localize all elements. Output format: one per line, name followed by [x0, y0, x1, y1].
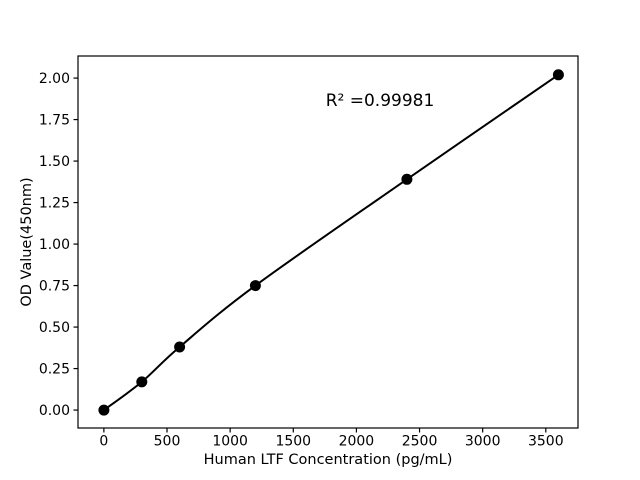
x-tick-label: 3500	[528, 434, 564, 450]
x-tick-label: 2000	[339, 434, 375, 450]
x-tick-label: 1500	[275, 434, 311, 450]
data-point-marker	[136, 376, 148, 388]
x-tick-label: 3000	[465, 434, 501, 450]
data-point-marker	[174, 341, 186, 353]
y-axis-label: OD Value(450nm)	[19, 177, 35, 307]
x-tick-label: 2500	[402, 434, 438, 450]
data-point-marker	[249, 280, 261, 292]
data-point-marker	[401, 173, 413, 185]
x-tick-label: 1000	[212, 434, 248, 450]
y-tick-label: 0.00	[39, 403, 70, 419]
y-tick-label: 0.50	[39, 320, 70, 336]
y-tick-label: 1.25	[39, 196, 70, 212]
r-squared-annotation: R² =0.99981	[325, 91, 435, 111]
data-point-marker	[98, 404, 110, 416]
x-tick-label: 0	[99, 434, 108, 450]
y-tick-label: 1.50	[39, 154, 70, 170]
data-point-marker	[552, 69, 564, 81]
y-tick-label: 0.75	[39, 279, 70, 295]
y-tick-label: 1.75	[39, 113, 70, 129]
y-tick-label: 2.00	[39, 71, 70, 87]
x-tick-label: 500	[154, 434, 181, 450]
y-tick-label: 1.00	[39, 237, 70, 253]
axes-frame	[77, 55, 579, 429]
x-axis-label: Human LTF Concentration (pg/mL)	[203, 452, 453, 468]
y-tick-label: 0.25	[39, 362, 70, 378]
fit-curve	[102, 73, 560, 412]
